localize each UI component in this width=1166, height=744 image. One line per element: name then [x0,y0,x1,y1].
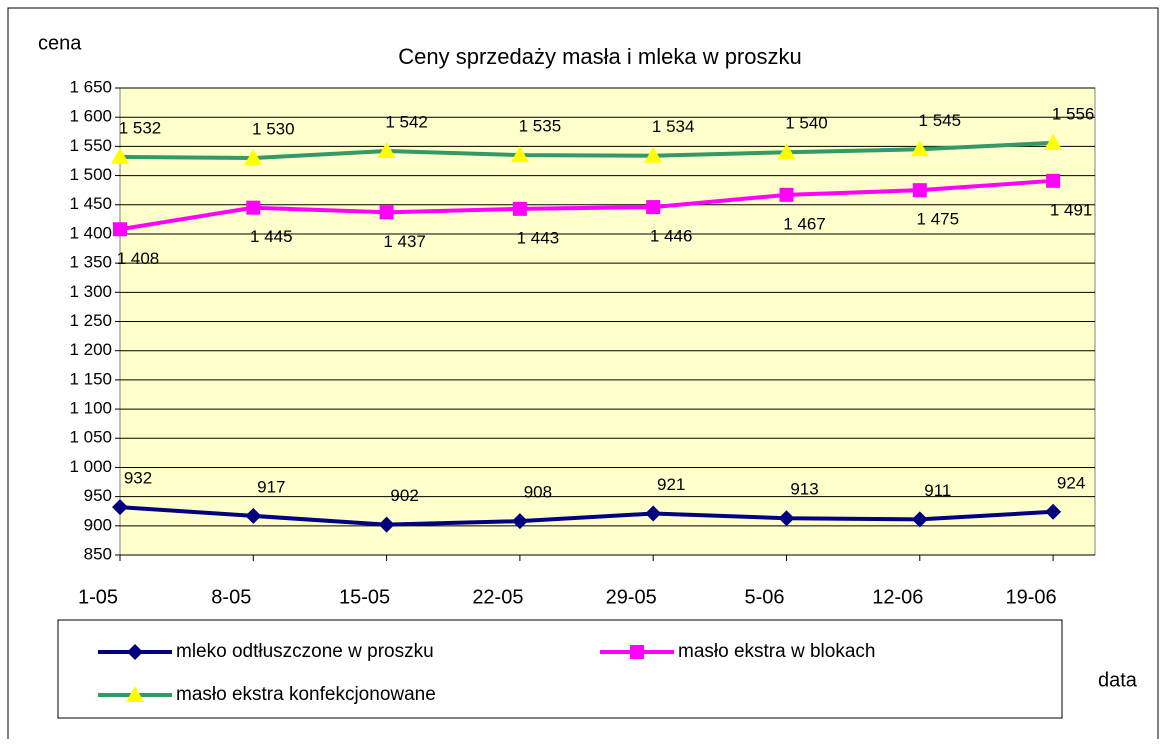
data-label: 902 [390,486,418,505]
data-point [512,201,527,216]
data-point [1044,133,1063,150]
legend-label: masło ekstra w blokach [678,641,875,662]
data-label: 908 [524,483,552,502]
y-tick-label: 1 000 [69,457,112,476]
x-axis-label: data [1098,669,1138,691]
legend-label: masło ekstra konfekcjonowane [176,684,436,705]
y-tick-label: 1 250 [69,311,112,330]
y-tick-label: 1 400 [69,223,112,242]
data-point [779,187,794,202]
series-line [119,505,1054,527]
y-tick-label: 1 450 [69,194,112,213]
series-line [119,178,1054,232]
data-point [511,513,528,530]
legend-marker [126,686,144,702]
x-tick-label: 22-05 [472,586,523,608]
x-tick-label: 15-05 [339,586,390,608]
data-point [246,200,261,215]
data-label: 913 [790,480,818,499]
legend-marker [127,644,143,660]
data-label: 1 542 [385,113,428,132]
data-label: 1 532 [119,118,162,137]
data-point [112,499,128,516]
y-tick-label: 1 100 [69,399,112,418]
data-point [1046,173,1061,188]
data-label: 1 408 [117,249,160,268]
data-label: 921 [657,475,685,494]
y-tick-label: 1 300 [69,282,112,301]
data-point [244,149,263,166]
data-point [644,146,663,163]
x-tick-label: 12-06 [872,586,923,608]
data-label: 1 556 [1052,104,1095,123]
data-label: 1 540 [785,114,828,133]
chart-title: Ceny sprzedaży masła i mleka w proszku [398,44,801,69]
x-tick-label: 19-06 [1006,586,1057,608]
y-tick-label: 850 [84,544,112,563]
data-label: 917 [257,477,285,496]
y-tick-label: 1 150 [69,369,112,388]
y-tick-label: 1 050 [69,428,112,447]
data-point [911,511,928,528]
data-label: 1 437 [383,232,426,251]
y-tick-label: 900 [84,515,112,534]
data-point [378,516,395,533]
data-label: 1 443 [517,228,560,247]
data-point [1045,503,1062,520]
data-label: 932 [124,469,152,488]
data-point [510,146,529,163]
x-tick-label: 8-05 [211,586,251,608]
data-point [645,505,662,522]
data-label: 1 445 [250,227,293,246]
legend-box [57,619,1063,719]
data-point [778,510,795,527]
series-line [119,140,1054,161]
legend-marker [630,645,644,659]
data-label: 1 467 [783,214,826,233]
data-point [111,147,129,164]
x-tick-label: 29-05 [606,586,657,608]
data-label: 1 491 [1050,200,1093,219]
y-tick-label: 1 650 [69,77,112,96]
data-point [377,142,396,159]
y-tick-label: 1 600 [69,107,112,126]
y-tick-label: 1 500 [69,165,112,184]
data-label: 924 [1057,473,1085,492]
data-label: 1 534 [652,117,695,136]
y-tick-label: 950 [84,486,112,505]
data-point [379,205,394,220]
data-point [777,143,796,160]
y-tick-label: 1 200 [69,340,112,359]
legend-label: mleko odtłuszczone w proszku [176,641,434,662]
data-label: 1 446 [650,227,693,246]
y-tick-label: 1 550 [69,136,112,155]
data-point [245,507,262,524]
data-point [646,200,661,215]
x-tick-label: 1-05 [78,586,118,608]
data-point [912,183,927,198]
data-point [113,222,127,237]
data-label: 911 [924,481,951,500]
data-label: 1 530 [252,120,295,139]
y-axis-label: cena [38,32,82,54]
y-tick-label: 1 350 [69,253,112,272]
data-point [910,140,929,157]
x-tick-label: 5-06 [744,586,784,608]
data-label: 1 475 [917,210,960,229]
data-label: 1 545 [919,111,962,130]
data-label: 1 535 [519,117,562,136]
